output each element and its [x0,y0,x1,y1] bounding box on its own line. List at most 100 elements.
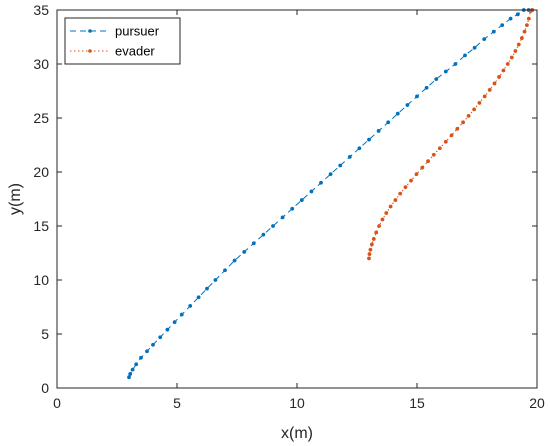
data-point-pursuer [290,206,295,211]
data-point-evader [437,146,442,151]
data-point-evader [369,242,374,247]
data-point-pursuer [299,198,304,202]
legend: pursuer evader [64,17,181,65]
data-point-pursuer [251,241,256,246]
legend-box [64,17,181,65]
data-point-evader [388,204,393,209]
data-point-pursuer [338,163,343,168]
data-point-evader [519,36,524,40]
data-point-pursuer [415,94,419,99]
y-tick-label: 0 [41,380,49,396]
data-point-evader [414,172,419,177]
data-point-evader [443,139,448,144]
data-point-pursuer [443,69,448,74]
x-tick-label: 10 [289,395,305,411]
data-point-evader [522,29,527,34]
data-point-evader [466,113,471,118]
data-point-pursuer [242,250,247,254]
y-tick-label: 30 [33,56,49,72]
data-point-evader [420,165,425,170]
plot-layer [127,8,535,380]
data-point-evader [403,185,408,190]
data-point-evader [505,62,510,66]
data-point-pursuer [188,304,193,308]
data-point-pursuer [179,312,184,317]
data-point-evader [398,191,403,196]
data-point-evader [393,198,398,202]
data-point-evader [477,100,482,105]
data-point-pursuer [139,355,143,360]
legend-marker-pursuer [88,29,92,33]
data-point-pursuer [463,53,467,58]
data-point-evader [497,75,501,79]
data-point-pursuer [232,258,237,263]
data-point-pursuer [508,16,513,21]
data-point-pursuer [319,180,323,185]
data-point-evader [374,230,379,235]
data-point-evader [526,16,531,21]
data-point-pursuer [151,342,155,347]
data-point-pursuer [309,189,314,194]
data-point-pursuer [127,375,131,380]
data-point-evader [472,107,477,112]
data-point-pursuer [145,349,149,354]
data-point-evader [482,94,487,99]
data-point-evader [525,23,529,28]
data-point-pursuer [434,77,439,82]
data-point-evader [501,68,506,73]
data-point-evader [431,152,436,157]
data-point-pursuer [128,372,133,376]
data-point-pursuer [158,335,163,340]
data-point-pursuer [165,327,170,332]
data-point-pursuer [196,295,201,300]
y-tick-label: 10 [33,272,49,288]
data-point-pursuer [213,278,218,282]
data-point-evader [367,256,371,261]
data-point-evader [384,211,389,215]
data-point-pursuer [205,286,209,291]
data-point-pursuer [328,172,333,177]
data-point-pursuer [453,62,458,66]
data-point-evader [367,252,372,256]
data-point-pursuer [386,120,391,125]
legend-label-evader: evader [115,44,155,59]
x-tick-label: 15 [409,395,425,411]
data-point-pursuer [130,367,135,372]
x-tick-label: 5 [173,395,181,411]
y-tick-label: 35 [33,2,49,18]
data-point-evader [455,126,460,131]
y-tick-label: 20 [33,164,49,180]
y-tick-label: 5 [41,326,49,342]
data-point-pursuer [223,268,227,273]
y-tick-label: 25 [33,110,49,126]
data-point-pursuer [472,45,477,50]
data-point-evader [426,159,430,164]
x-axis-label: x(m) [281,425,313,442]
data-point-pursuer [172,320,177,325]
data-point-evader [380,217,385,222]
data-point-evader [487,88,492,92]
data-point-pursuer [280,215,285,220]
data-point-pursuer [491,29,496,34]
data-point-pursuer [271,224,275,228]
data-point-pursuer [261,232,266,237]
data-point-evader [368,247,373,252]
y-axis-label: y(m) [7,183,24,215]
data-point-evader [409,178,413,183]
data-point-pursuer [395,111,400,116]
data-point-pursuer [405,103,410,107]
data-point-pursuer [424,85,429,90]
x-tick-label: 20 [529,395,545,411]
data-point-evader [371,237,376,241]
tick-layer: 0 5 10 15 20 0 5 10 15 20 25 30 35 [33,2,545,411]
data-point-evader [377,224,381,228]
data-point-pursuer [500,23,505,28]
data-point-evader [516,42,521,47]
data-point-evader [449,133,454,138]
data-point-pursuer [376,129,381,133]
data-point-evader [461,120,465,125]
data-point-evader [492,81,497,86]
x-tick-label: 0 [53,395,61,411]
